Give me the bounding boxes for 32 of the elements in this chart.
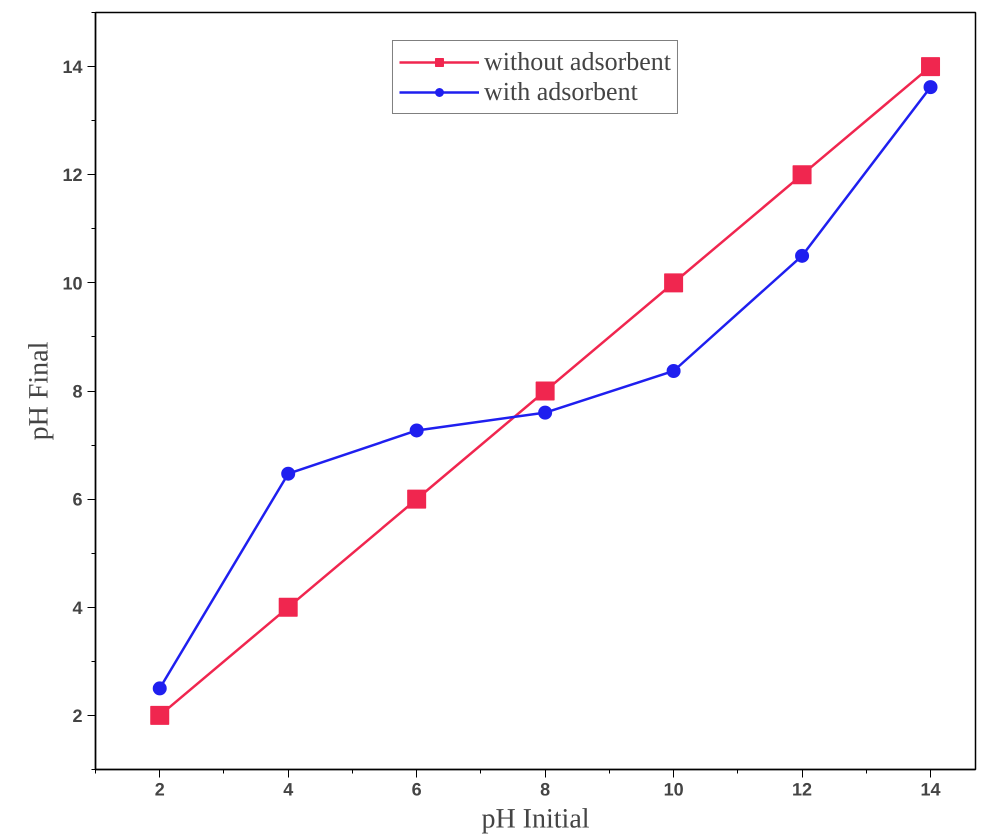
legend-label: with adsorbent [484,77,638,107]
point [538,406,552,420]
y-tick-label: 12 [62,165,83,186]
y-tick-label: 4 [72,598,83,618]
point [278,598,298,617]
y-tick-label: 10 [62,273,83,294]
legend-label: without adsorbent [484,47,672,77]
y-tick-label: 2 [72,706,83,726]
x-tick-label: 6 [412,780,422,800]
point [150,706,170,725]
point [281,466,296,481]
x-axis-title: pH Initial [481,804,590,834]
y-tick-label: 8 [72,382,83,402]
x-tick-label: 14 [920,780,941,800]
point [795,248,810,263]
y-tick-label: 6 [72,490,83,510]
x-tick-label: 10 [664,780,684,800]
point [924,80,938,94]
x-tick-label: 12 [792,780,812,800]
x-tick-label: 8 [540,780,550,800]
point [410,423,424,438]
y-tick-label: 14 [62,57,83,78]
point [407,490,426,509]
point [792,165,812,184]
point [666,364,681,378]
point [664,273,684,292]
x-tick-label: 2 [154,780,165,800]
point [536,382,555,400]
point [921,57,940,76]
x-tick-label: 4 [283,780,294,800]
point [152,681,167,696]
y-axis-title: pH Final [23,341,54,440]
